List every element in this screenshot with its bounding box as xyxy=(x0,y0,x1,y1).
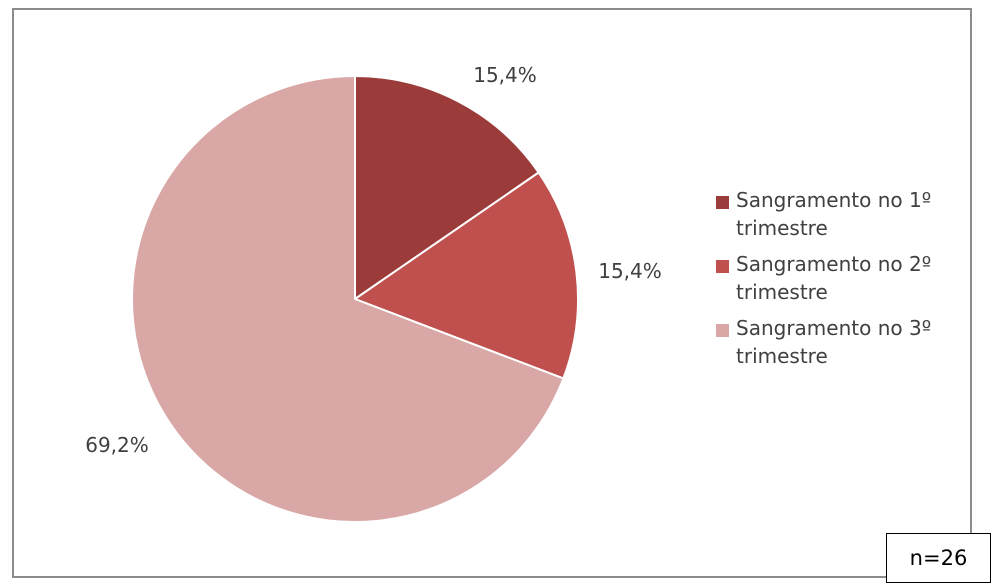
legend-swatch-3 xyxy=(716,324,729,337)
data-label-1: 15,4% xyxy=(473,63,537,87)
sample-size-box: n=26 xyxy=(886,533,991,583)
legend-swatch-1 xyxy=(716,196,729,209)
pie-slice-2 xyxy=(352,171,579,380)
legend-label-3: Sangramento no 3º trimestre xyxy=(736,316,932,368)
data-label-3: 69,2% xyxy=(85,433,149,457)
sample-size-text: n=26 xyxy=(909,546,968,570)
legend-swatch-2 xyxy=(716,260,729,273)
data-label-2: 15,4% xyxy=(598,259,662,283)
pie-slice-3 xyxy=(131,74,565,523)
legend-item-3: Sangramento no 3º trimestre xyxy=(716,314,956,370)
legend-label-2: Sangramento no 2º trimestre xyxy=(736,252,932,304)
pie-slice-1 xyxy=(354,74,541,301)
legend: Sangramento no 1º trimestre Sangramento … xyxy=(716,186,956,378)
legend-item-2: Sangramento no 2º trimestre xyxy=(716,250,956,306)
legend-item-1: Sangramento no 1º trimestre xyxy=(716,186,956,242)
legend-label-1: Sangramento no 1º trimestre xyxy=(736,188,932,240)
